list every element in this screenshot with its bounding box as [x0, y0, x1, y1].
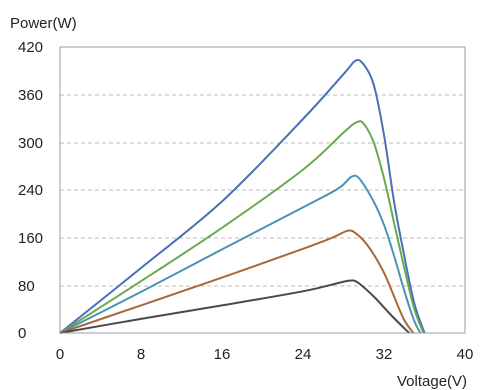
x-tick-label: 0: [56, 346, 64, 363]
series-line-3: [59, 174, 422, 334]
series-line-1: [59, 58, 426, 334]
x-tick-label: 16: [214, 346, 231, 363]
y-tick-label: 420: [18, 39, 43, 56]
x-tick-label: 32: [376, 346, 393, 363]
y-tick-label: 80: [18, 278, 35, 295]
series-line-2: [59, 120, 425, 334]
y-tick-label: 0: [18, 325, 26, 342]
series-line-5: [59, 279, 411, 334]
x-tick-labels: 0 8 16 24 32 40: [56, 346, 474, 363]
y-tick-label: 360: [18, 87, 43, 104]
x-tick-label: 24: [295, 346, 312, 363]
x-tick-label: 40: [457, 346, 474, 363]
y-tick-label: 160: [18, 230, 43, 247]
series-lines: [59, 58, 426, 334]
plot-frame: [59, 46, 466, 334]
y-tick-label: 240: [18, 182, 43, 199]
y-tick-label: 300: [18, 135, 43, 152]
series-line-4: [59, 229, 415, 334]
y-axis-label: Power(W): [10, 15, 77, 32]
y-tick-labels: 0 80 160 240 300 360 420: [18, 39, 43, 342]
x-axis-label: Voltage(V): [397, 373, 467, 390]
x-tick-label: 8: [137, 346, 145, 363]
